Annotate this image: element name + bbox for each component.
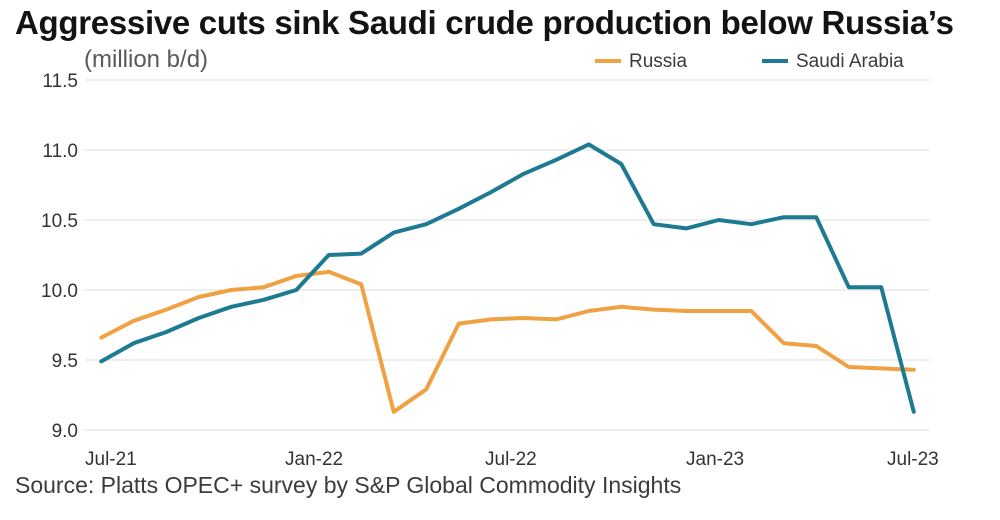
- svg-text:9.5: 9.5: [52, 351, 78, 372]
- svg-text:Jan-23: Jan-23: [686, 449, 744, 470]
- svg-text:Jul-22: Jul-22: [485, 449, 537, 470]
- svg-text:9.0: 9.0: [52, 421, 78, 442]
- svg-text:10.5: 10.5: [41, 211, 78, 232]
- svg-text:11.5: 11.5: [42, 71, 78, 92]
- svg-text:11.0: 11.0: [42, 141, 78, 162]
- svg-text:Jul-23: Jul-23: [887, 449, 939, 470]
- svg-text:Jul-21: Jul-21: [85, 449, 137, 470]
- svg-text:Jan-22: Jan-22: [285, 449, 343, 470]
- svg-text:10.0: 10.0: [41, 281, 78, 302]
